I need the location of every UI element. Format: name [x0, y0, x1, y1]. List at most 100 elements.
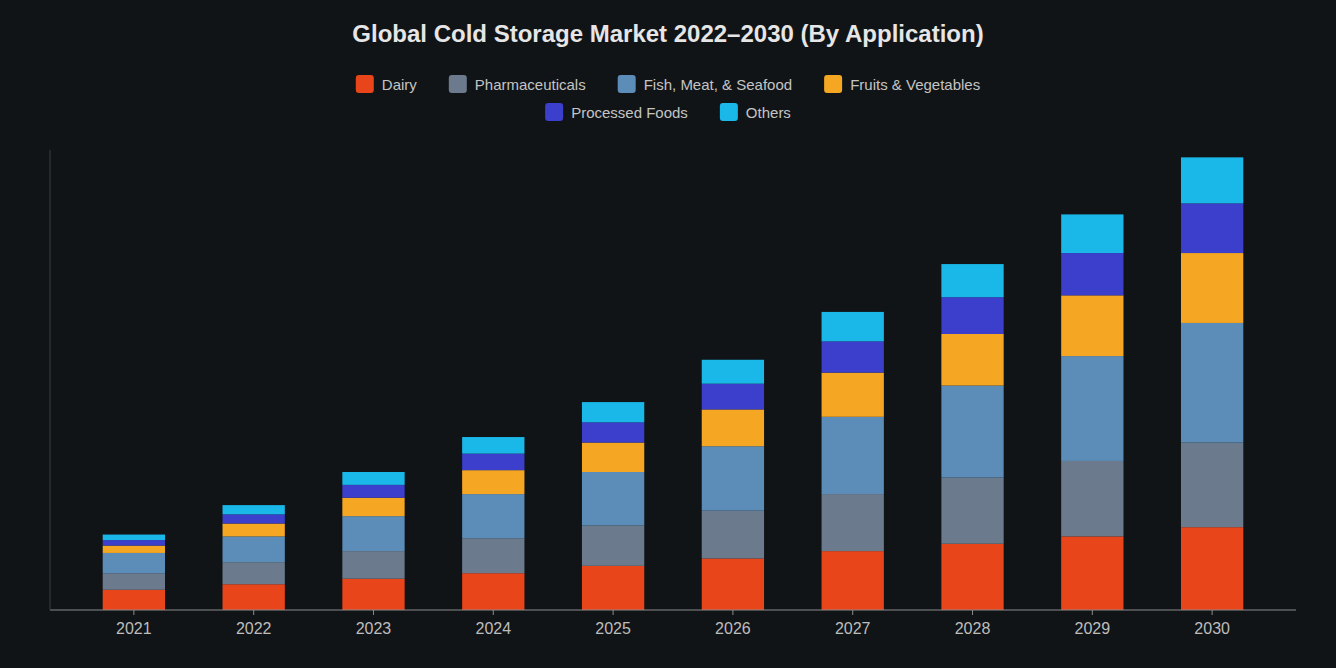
- series: [103, 323, 1244, 573]
- bar-segment: [103, 553, 165, 573]
- legend-swatch: [356, 75, 374, 93]
- bar-segment: [582, 402, 644, 422]
- legend-label: Pharmaceuticals: [475, 76, 586, 93]
- x-tick-label: 2022: [236, 620, 272, 637]
- bar-segment: [582, 443, 644, 472]
- bar-segment: [941, 334, 1003, 386]
- legend-swatch: [449, 75, 467, 93]
- bar-segment: [342, 579, 404, 610]
- x-tick: [493, 610, 494, 615]
- bar-segment: [1181, 253, 1243, 323]
- x-tick: [613, 610, 614, 615]
- legend-swatch: [545, 103, 563, 121]
- x-tick-label: 2025: [595, 620, 631, 637]
- bar-segment: [1181, 157, 1243, 203]
- legend-label: Others: [746, 104, 791, 121]
- x-tick: [253, 610, 254, 615]
- bar-segment: [103, 540, 165, 546]
- bar-segment: [822, 417, 884, 494]
- bar-segment: [462, 494, 524, 538]
- bar-segment: [702, 558, 764, 610]
- bar-segment: [342, 551, 404, 579]
- series: [103, 253, 1244, 553]
- bar-segment: [582, 422, 644, 442]
- bar-segment: [1181, 203, 1243, 253]
- bar-segment: [223, 536, 285, 562]
- x-tick: [732, 610, 733, 615]
- x-tick: [1092, 610, 1093, 615]
- x-tick-label: 2023: [356, 620, 392, 637]
- x-ticks: 2021202220232024202520262027202820292030: [116, 610, 1230, 637]
- series: [103, 527, 1244, 610]
- legend-item: Fish, Meat, & Seafood: [618, 75, 792, 93]
- bar-segment: [1061, 253, 1123, 295]
- bar-segment: [582, 566, 644, 610]
- bar-segment: [462, 437, 524, 454]
- bar-segment: [1061, 295, 1123, 356]
- bar-segment: [1061, 461, 1123, 536]
- x-tick: [852, 610, 853, 615]
- bar-segment: [462, 470, 524, 494]
- x-tick-label: 2024: [475, 620, 511, 637]
- bar-segment: [702, 446, 764, 510]
- bar-segment: [103, 573, 165, 590]
- legend: Dairy Pharmaceuticals Fish, Meat, & Seafoo…: [356, 75, 980, 121]
- bar-segment: [223, 514, 285, 523]
- bar-segment: [223, 562, 285, 584]
- bar-segment: [941, 386, 1003, 478]
- bar-segment: [103, 590, 165, 610]
- bar-segment: [103, 535, 165, 541]
- title: Global Cold Storage Market 2022–2030 (By…: [352, 20, 983, 47]
- legend-label: Fish, Meat, & Seafood: [644, 76, 792, 93]
- bar-segment: [1181, 443, 1243, 528]
- legend-label: Processed Foods: [571, 104, 688, 121]
- bar-segment: [342, 498, 404, 516]
- bar-segment: [223, 584, 285, 610]
- series: [103, 443, 1244, 590]
- bar-segment: [1061, 214, 1123, 253]
- bar-segment: [941, 297, 1003, 334]
- bar-segment: [1061, 356, 1123, 461]
- bar-segment: [702, 360, 764, 384]
- bar-segment: [702, 511, 764, 559]
- x-tick: [1212, 610, 1213, 615]
- legend-item: Fruits & Vegetables: [824, 75, 980, 93]
- legend-label: Fruits & Vegetables: [850, 76, 980, 93]
- bar-segment: [822, 341, 884, 372]
- bars: [103, 157, 1244, 610]
- bar-segment: [462, 454, 524, 471]
- x-axis-line: [50, 610, 1296, 611]
- bar-segment: [582, 525, 644, 565]
- x-tick: [972, 610, 973, 615]
- x-tick-label: 2026: [715, 620, 751, 637]
- bar-segment: [1061, 536, 1123, 610]
- bar-segment: [941, 264, 1003, 297]
- chart: Global Cold Storage Market 2022–2030 (By…: [0, 0, 1336, 668]
- bar-segment: [103, 546, 165, 553]
- x-tick-label: 2028: [955, 620, 991, 637]
- background: [0, 0, 1336, 668]
- bar-segment: [342, 485, 404, 498]
- bar-segment: [822, 373, 884, 417]
- x-tick-label: 2021: [116, 620, 152, 637]
- x-tick: [373, 610, 374, 615]
- bar-segment: [1181, 323, 1243, 443]
- legend-item: Dairy: [356, 75, 418, 93]
- series: [103, 203, 1244, 545]
- bar-segment: [941, 478, 1003, 544]
- bar-segment: [462, 573, 524, 610]
- bar-segment: [1181, 527, 1243, 610]
- y-axis-line: [50, 150, 51, 610]
- bar-segment: [582, 472, 644, 525]
- legend-swatch: [618, 75, 636, 93]
- bar-segment: [462, 538, 524, 573]
- series: [103, 157, 1244, 540]
- legend-label: Dairy: [382, 76, 418, 93]
- bar-segment: [822, 494, 884, 551]
- bar-segment: [342, 516, 404, 551]
- legend-item: Processed Foods: [545, 103, 688, 121]
- bar-segment: [702, 409, 764, 446]
- x-tick-label: 2029: [1075, 620, 1111, 637]
- bar-segment: [342, 472, 404, 485]
- legend-swatch: [720, 103, 738, 121]
